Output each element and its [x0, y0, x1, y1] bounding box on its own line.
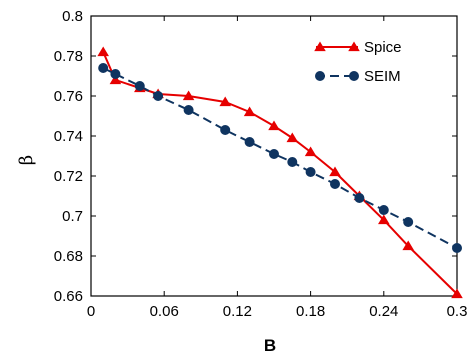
x-tick-label: 0.12	[223, 303, 252, 320]
series-line-spice	[102, 51, 458, 295]
y-tick-label: 0.66	[54, 288, 83, 305]
data-point-circle	[98, 63, 109, 73]
data-point-circle	[452, 243, 462, 253]
data-point-circle	[244, 137, 255, 147]
legend-marker-triangle	[314, 41, 326, 52]
data-point-triangle	[304, 146, 317, 157]
data-point-triangle	[268, 120, 280, 131]
data-point-circle	[378, 205, 389, 215]
data-point-triangle	[219, 96, 231, 107]
data-point-triangle	[97, 46, 109, 57]
y-tick-label: 0.68	[54, 248, 83, 265]
data-point-triangle	[402, 240, 414, 251]
y-tick-label: 0.78	[54, 48, 83, 65]
plot-area-frame	[90, 15, 458, 297]
legend-marker-circle	[349, 71, 359, 81]
series-spice	[97, 46, 463, 299]
x-tick-label: 0.3	[447, 303, 467, 320]
data-point-circle	[305, 167, 316, 177]
data-point-triangle	[329, 166, 341, 177]
data-point-circle	[287, 157, 298, 167]
series-seim	[98, 63, 462, 253]
data-point-circle	[330, 179, 340, 189]
y-axis-title: β	[16, 155, 37, 165]
legend-label: Spice	[364, 39, 402, 56]
data-point-circle	[110, 69, 121, 79]
data-point-circle	[220, 125, 231, 135]
legend-label: SEIM	[364, 68, 401, 85]
x-tick-label: 0.06	[150, 303, 179, 320]
y-tick-label: 0.7	[62, 208, 83, 225]
x-tick-label: 0.18	[296, 303, 325, 320]
x-tick-label: 0	[87, 303, 95, 320]
data-point-triangle	[109, 74, 122, 85]
x-axis-title: B	[264, 336, 276, 355]
data-point-circle	[183, 105, 194, 115]
legend-marker-circle	[315, 71, 325, 81]
x-tick-label: 0.24	[369, 303, 398, 320]
data-point-circle	[153, 91, 164, 101]
data-point-circle	[134, 81, 145, 91]
legend-marker-triangle	[348, 41, 360, 52]
data-point-triangle	[286, 132, 299, 143]
data-point-triangle	[378, 214, 390, 225]
y-tick-label: 0.74	[54, 128, 83, 145]
y-tick-label: 0.72	[54, 168, 83, 185]
data-point-triangle	[182, 90, 195, 101]
y-tick-label: 0.76	[54, 88, 83, 105]
y-tick-label: 0.8	[62, 8, 83, 25]
data-point-circle	[403, 217, 414, 227]
data-point-circle	[354, 193, 365, 203]
data-point-triangle	[243, 106, 256, 117]
data-point-triangle	[451, 288, 463, 299]
series-line-seim	[102, 67, 458, 249]
data-point-circle	[269, 149, 279, 159]
legend: Spice SEIM	[314, 39, 402, 85]
